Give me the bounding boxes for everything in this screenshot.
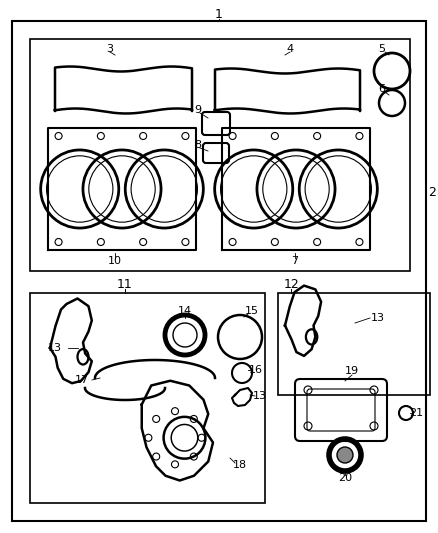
Bar xyxy=(278,293,430,395)
Text: 4: 4 xyxy=(286,44,293,54)
Text: 21: 21 xyxy=(409,408,423,418)
Text: 1: 1 xyxy=(215,9,223,21)
Text: 13: 13 xyxy=(48,343,62,353)
Text: 13: 13 xyxy=(371,313,385,323)
Text: 8: 8 xyxy=(194,140,201,150)
Text: 15: 15 xyxy=(245,306,259,316)
Text: 20: 20 xyxy=(338,473,352,483)
Text: 18: 18 xyxy=(233,460,247,470)
Text: 11: 11 xyxy=(117,279,133,292)
Text: 5: 5 xyxy=(378,44,385,54)
Text: 10: 10 xyxy=(108,256,122,266)
Text: 12: 12 xyxy=(283,279,299,292)
Text: 3: 3 xyxy=(106,44,113,54)
Text: 2: 2 xyxy=(428,187,436,199)
Bar xyxy=(30,39,410,271)
Text: 14: 14 xyxy=(178,306,192,316)
Text: 16: 16 xyxy=(249,365,263,375)
Text: 6: 6 xyxy=(378,84,385,94)
Text: 13: 13 xyxy=(253,391,267,401)
Text: 17: 17 xyxy=(75,375,89,385)
Text: 19: 19 xyxy=(345,366,359,376)
Text: 7: 7 xyxy=(291,256,299,266)
Bar xyxy=(30,293,265,503)
Text: 9: 9 xyxy=(194,105,201,115)
Circle shape xyxy=(337,447,353,463)
